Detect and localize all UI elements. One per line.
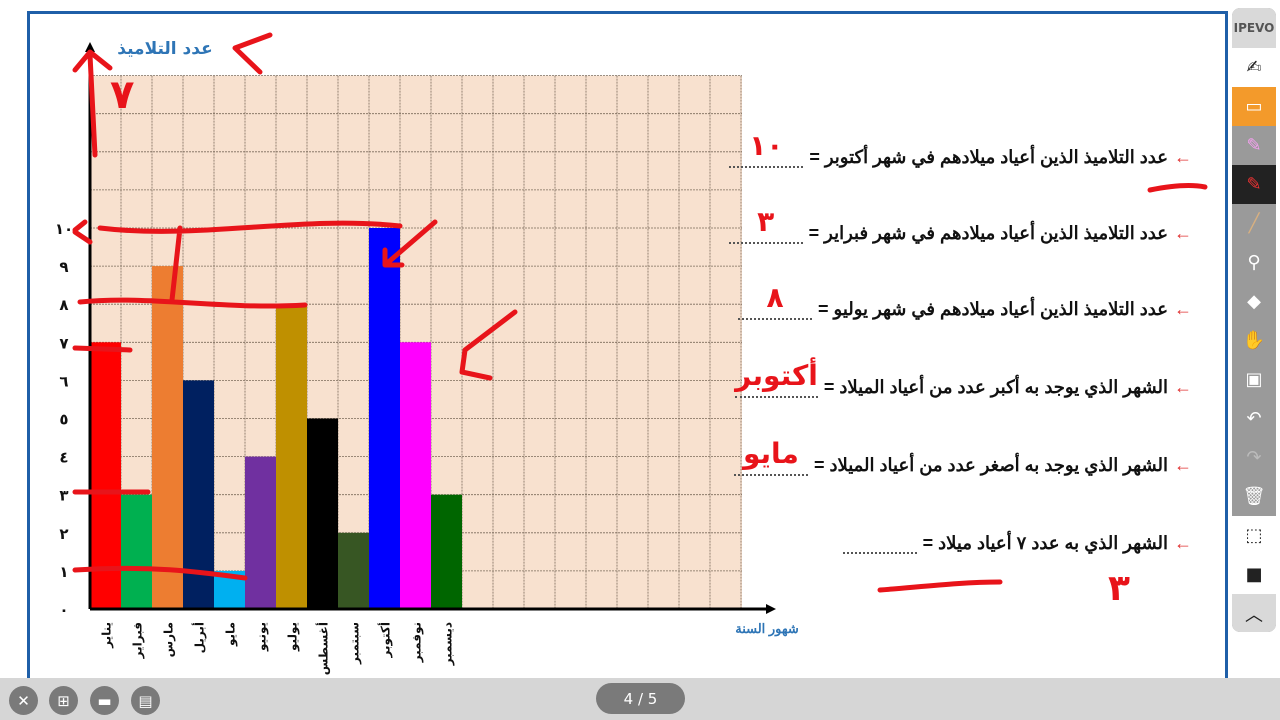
bar-7 — [276, 304, 307, 609]
answer-blank[interactable]: ١٠ — [729, 126, 804, 168]
question-text: الشهر الذي يوجد به أصغر عدد من أعياد الم… — [813, 455, 1168, 475]
arrow-left-icon: ← — [1174, 533, 1192, 553]
arrow-left-icon: ← — [1174, 455, 1192, 475]
x-tick-label: نوفمبر — [410, 622, 425, 663]
y-tick-label: ٧ — [59, 334, 68, 352]
x-tick-label: سبتمبر — [348, 622, 362, 665]
red-annotation-stroke — [877, 579, 1003, 593]
question-row: ← عدد التلاميذ الذين أعياد ميلادهم في شهر… — [738, 276, 1192, 320]
red-annotation-stroke — [382, 219, 438, 268]
bar-1 — [90, 342, 121, 609]
arrow-left-icon: ← — [1174, 223, 1192, 243]
annotation-toolbar: IPEVO ✍ ▭ ✎ ✎ ╱ ⚲ ◆ ✋ ▣ ↶ ↷ 🗑 ⬚ ■ ︿ — [1232, 8, 1276, 632]
red-annotation-stroke — [1147, 183, 1208, 193]
red-annotation-stroke — [232, 32, 273, 75]
handwritten-answer: ٣ — [1108, 568, 1130, 609]
x-tick-label: مايو — [224, 622, 239, 647]
arrow-left-icon: ← — [1174, 299, 1192, 319]
toolbox-icon[interactable]: ▣ — [1245, 369, 1263, 390]
question-text: الشهر الذي به عدد ٧ أعياد ميلاد = — [922, 533, 1168, 553]
scribble-pen-icon[interactable]: ✍ — [1232, 48, 1276, 87]
bar-3 — [152, 266, 183, 609]
question-row: ← الشهر الذي يوجد به أصغر عدد من أعياد ال… — [733, 432, 1192, 476]
x-tick-label: مارس — [162, 622, 176, 657]
red-annotation-stroke — [72, 565, 248, 581]
bottom-bar: ✕ ⊞ ▬ ▤ 4 / 5 — [0, 678, 1280, 720]
bar-10 — [369, 228, 400, 609]
x-tick-label: أكتوبر — [378, 622, 394, 658]
trash-icon[interactable]: 🗑 — [1242, 486, 1266, 507]
open-folder-icon[interactable]: ▬ — [90, 686, 119, 715]
line-icon[interactable]: ╱ — [1248, 213, 1260, 234]
red-annotation-stroke — [72, 49, 113, 158]
y-tick-label: ٢ — [59, 525, 68, 543]
y-tick-label: ١ — [59, 563, 68, 581]
red-annotation-stroke — [72, 345, 133, 353]
answer-blank[interactable]: ٨ — [738, 278, 813, 320]
arrow-left-icon: ← — [1174, 377, 1192, 397]
x-axis-title: شهور السنة — [735, 621, 799, 636]
save-icon[interactable]: ▤ — [131, 686, 160, 715]
y-tick-label: ٦ — [59, 372, 68, 390]
answer-blank[interactable] — [842, 552, 917, 554]
question-row: ← الشهر الذي يوجد به أكبر عدد من أعياد ال… — [735, 354, 1192, 398]
y-axis-arrow — [85, 42, 95, 52]
x-tick-label: أبريل — [192, 622, 207, 653]
close-icon[interactable]: ✕ — [9, 686, 38, 715]
bar-9 — [338, 532, 369, 609]
question-text: عدد التلاميذ الذين أعياد ميلادهم في شهر … — [808, 223, 1168, 243]
x-tick-label: ديسمبر — [441, 622, 455, 666]
camera-icon[interactable]: ■ — [1232, 555, 1276, 594]
y-tick-label: ٩ — [59, 258, 68, 276]
red-pen-icon[interactable]: ✎ — [1232, 165, 1276, 204]
question-text: عدد التلاميذ الذين أعياد ميلادهم في شهر … — [809, 147, 1168, 167]
y-tick-label: ٣ — [59, 487, 68, 505]
bar-2 — [121, 494, 152, 609]
new-page-icon[interactable]: ⊞ — [49, 686, 78, 715]
highlighter-icon[interactable]: ✎ — [1246, 135, 1262, 156]
y-tick-label: ١٠ — [55, 220, 73, 238]
page-indicator[interactable]: 4 / 5 — [596, 683, 685, 714]
eraser-icon[interactable]: ◆ — [1247, 291, 1261, 312]
arrow-left-icon: ← — [1174, 147, 1192, 167]
handwritten-note: ٧ — [110, 72, 135, 118]
hand-icon[interactable]: ✋ — [1242, 330, 1266, 351]
whiteboard-icon[interactable]: ▭ — [1232, 87, 1276, 126]
stamp-icon[interactable]: ⚲ — [1247, 252, 1261, 273]
y-axis-title: عدد التلاميذ — [117, 39, 212, 59]
question-text: الشهر الذي يوجد به أكبر عدد من أعياد الم… — [823, 377, 1168, 397]
x-tick-label: يونيو — [255, 622, 270, 652]
answer-blank[interactable]: ٣ — [728, 202, 803, 244]
x-tick-label: فبراير — [131, 622, 145, 659]
answer-blank[interactable]: مايو — [733, 434, 808, 476]
bar-11 — [400, 342, 431, 609]
x-tick-label: يناير — [100, 622, 114, 649]
redo-icon[interactable]: ↷ — [1246, 447, 1262, 468]
question-row: ← الشهر الذي به عدد ٧ أعياد ميلاد = — [842, 510, 1192, 554]
answer-blank[interactable]: أكتوبر — [735, 356, 818, 398]
red-annotation-stroke — [72, 219, 93, 245]
question-row: ← عدد التلاميذ الذين أعياد ميلادهم في شهر… — [729, 124, 1192, 168]
question-row: ← عدد التلاميذ الذين أعياد ميلادهم في شهر… — [728, 200, 1192, 244]
y-tick-label: ٥ — [59, 411, 68, 429]
x-axis-arrow — [766, 604, 776, 614]
red-annotation-stroke — [77, 220, 403, 309]
bar-8 — [307, 418, 338, 609]
red-annotation-stroke — [459, 309, 518, 381]
x-tick-label: يوليو — [286, 622, 301, 652]
bar-6 — [245, 456, 276, 609]
question-text: عدد التلاميذ الذين أعياد ميلادهم في شهر … — [818, 299, 1168, 319]
undo-icon[interactable]: ↶ — [1246, 408, 1262, 429]
y-tick-label: ٠ — [59, 601, 68, 619]
bar-12 — [431, 494, 462, 609]
collapse-chevron-icon[interactable]: ︿ — [1232, 594, 1276, 632]
y-tick-label: ٤ — [59, 449, 68, 467]
ipevo-logo: IPEVO — [1232, 8, 1276, 48]
select-annotate-icon[interactable]: ⬚ — [1232, 516, 1276, 555]
x-tick-label: أغسطس — [316, 622, 331, 675]
y-tick-label: ٨ — [59, 296, 68, 314]
